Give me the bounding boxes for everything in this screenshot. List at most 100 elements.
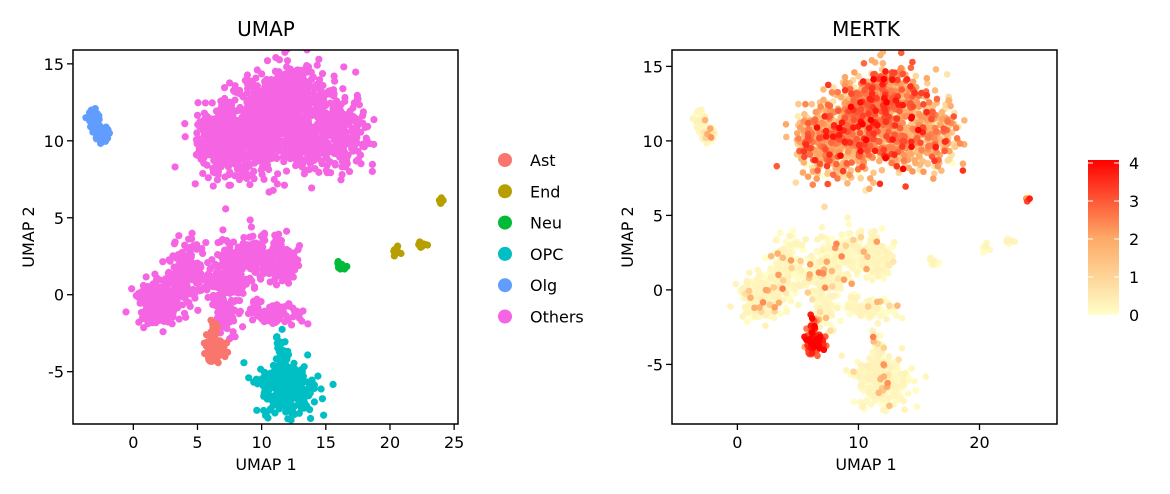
point-opc <box>275 396 283 404</box>
point-others <box>317 157 325 165</box>
point-end <box>435 196 444 204</box>
point-expression <box>792 179 800 186</box>
point-expression <box>844 270 851 278</box>
point-expression <box>755 285 763 292</box>
point-expression <box>912 387 920 394</box>
left-title: UMAP <box>237 17 295 41</box>
point-others <box>370 116 378 124</box>
point-others <box>202 238 210 247</box>
point-opc <box>295 399 303 407</box>
point-expression <box>845 221 853 228</box>
point-others <box>271 240 279 248</box>
point-others <box>357 160 365 168</box>
point-others <box>201 99 210 107</box>
point-others <box>242 174 251 182</box>
point-expression <box>829 293 837 300</box>
point-others <box>229 130 237 139</box>
point-others <box>213 266 222 275</box>
point-others <box>192 243 200 251</box>
point-opc <box>308 376 316 384</box>
point-expression <box>744 280 751 287</box>
point-others <box>219 296 228 304</box>
point-expression <box>832 254 840 261</box>
point-others <box>271 303 280 311</box>
point-expression <box>874 305 881 312</box>
point-others <box>140 324 148 332</box>
point-others <box>184 265 192 273</box>
point-olg <box>85 109 94 117</box>
point-expression <box>783 308 791 316</box>
point-opc <box>279 352 287 360</box>
point-others <box>285 111 294 119</box>
right-points <box>689 50 1033 415</box>
point-others <box>338 163 346 171</box>
point-others <box>340 126 349 134</box>
point-olg <box>103 126 111 135</box>
point-expression <box>835 275 842 282</box>
point-expression <box>904 390 912 397</box>
point-others <box>236 103 244 112</box>
point-expression <box>777 310 784 317</box>
point-others <box>258 231 266 240</box>
point-ast <box>207 349 215 357</box>
point-others <box>164 287 173 295</box>
point-expression <box>746 299 754 306</box>
point-others <box>270 175 278 184</box>
point-others <box>263 100 271 108</box>
right-xlabel: UMAP 1 <box>835 455 896 474</box>
point-others <box>355 101 363 109</box>
left-xlabel: UMAP 1 <box>235 455 296 474</box>
point-others <box>322 109 330 117</box>
point-others <box>274 230 283 238</box>
point-others <box>217 140 225 148</box>
point-opc <box>329 380 337 389</box>
point-expression <box>819 246 827 253</box>
point-others <box>138 314 146 323</box>
point-expression <box>866 355 873 362</box>
point-expression <box>869 277 876 284</box>
point-expression <box>828 235 836 243</box>
point-others <box>193 111 202 119</box>
point-expression <box>857 228 865 236</box>
point-others <box>159 295 167 303</box>
point-expression <box>813 263 821 270</box>
point-others <box>304 320 312 328</box>
point-others <box>272 82 280 91</box>
point-expression <box>770 314 778 322</box>
point-others <box>315 168 323 176</box>
point-others <box>205 279 213 287</box>
point-expression <box>775 292 783 299</box>
point-others <box>359 119 367 127</box>
point-olg <box>95 112 103 120</box>
point-expression <box>794 112 802 120</box>
point-others <box>197 286 205 294</box>
point-expression <box>786 242 794 250</box>
point-others <box>359 108 367 116</box>
point-others <box>208 129 216 137</box>
point-others <box>325 90 333 98</box>
point-others <box>303 101 311 110</box>
point-others <box>274 170 282 178</box>
point-others <box>234 244 242 252</box>
point-others <box>142 273 150 281</box>
point-others <box>209 182 217 190</box>
point-others <box>197 270 205 278</box>
point-others <box>266 303 274 311</box>
point-others <box>204 174 212 182</box>
point-others <box>210 167 219 175</box>
point-expression <box>841 258 848 266</box>
point-others <box>172 264 180 272</box>
point-others <box>325 131 333 139</box>
point-others <box>238 155 246 163</box>
point-expression <box>742 309 750 317</box>
point-expression <box>890 391 898 399</box>
point-others <box>193 277 202 286</box>
point-expression <box>754 266 762 274</box>
point-others <box>315 150 323 158</box>
point-olg <box>82 114 90 122</box>
point-expression <box>922 373 930 381</box>
point-others <box>334 108 343 116</box>
point-expression <box>842 367 850 374</box>
point-others <box>170 240 179 248</box>
point-others <box>217 97 225 105</box>
